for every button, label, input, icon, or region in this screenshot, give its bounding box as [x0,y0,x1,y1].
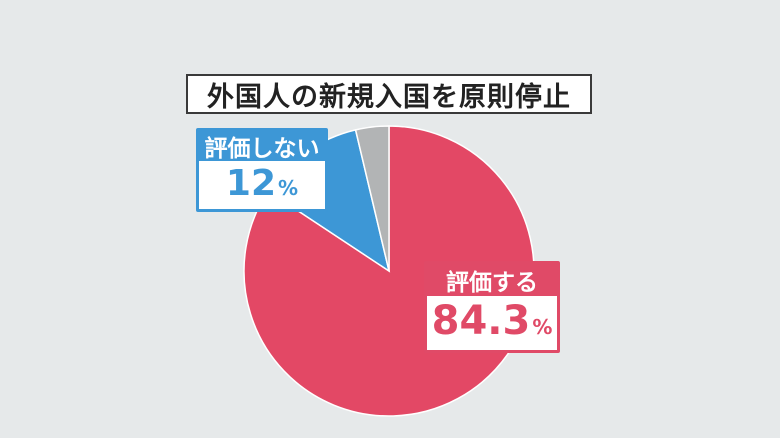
value-not-approve: 12% [199,161,325,209]
value-approve-number: 84.3 [431,298,531,344]
label-not-approve: 評価しない [204,136,320,162]
value-not-approve-unit: % [278,176,299,200]
value-approve: 84.3% [427,296,557,350]
label-approve: 評価する [446,270,538,296]
value-approve-unit: % [532,315,553,339]
value-not-approve-number: 12 [225,163,277,204]
pie-slice-2 [354,125,390,272]
label-box-approve: 評価する 84.3% [424,261,560,353]
label-box-not-approve: 評価しない 12% [196,128,328,212]
chart-title: 外国人の新規入国を原則停止 [186,74,592,114]
